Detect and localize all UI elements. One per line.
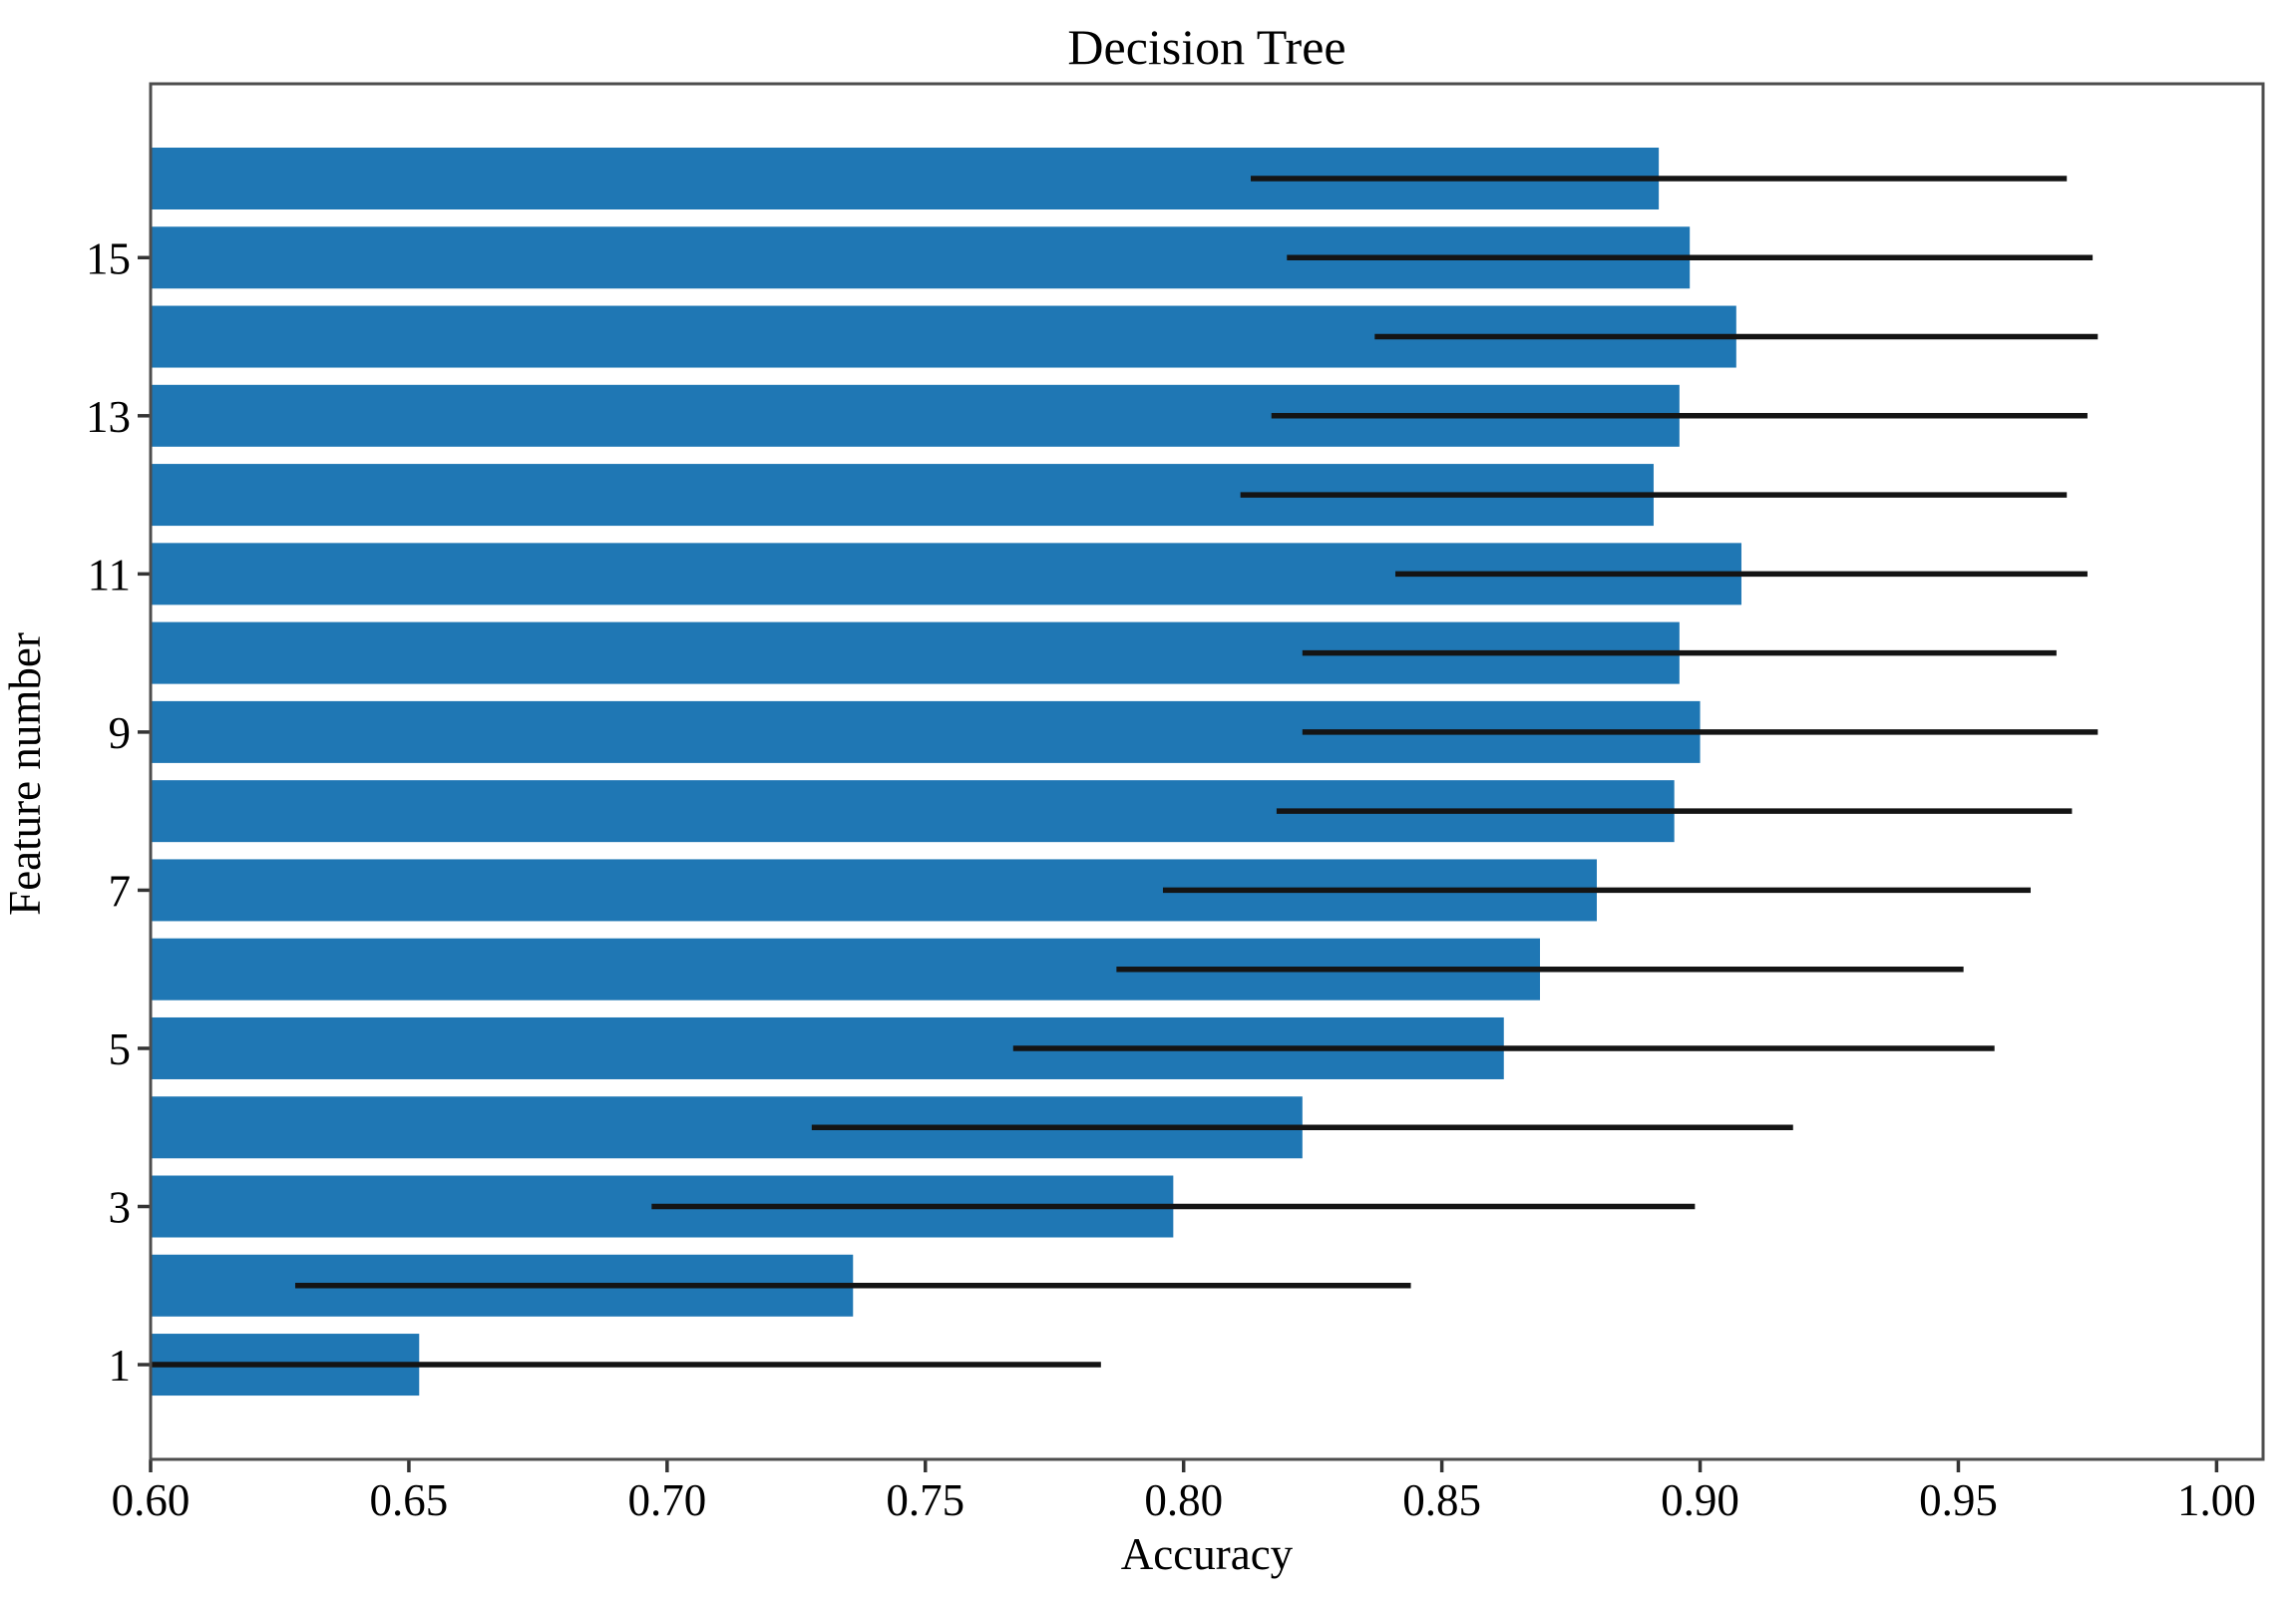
- y-tick-label: 15: [86, 233, 131, 283]
- y-tick-label: 5: [109, 1024, 132, 1074]
- x-tick-label: 0.65: [370, 1475, 449, 1525]
- y-tick-label: 9: [109, 708, 132, 758]
- y-tick-label: 11: [88, 550, 131, 600]
- y-axis-label: Feature number: [0, 632, 50, 916]
- x-tick-label: 0.90: [1661, 1475, 1739, 1525]
- x-tick-label: 0.70: [627, 1475, 706, 1525]
- y-tick-label: 7: [109, 866, 132, 916]
- y-tick-label: 3: [109, 1183, 132, 1233]
- chart-title: Decision Tree: [1067, 19, 1346, 75]
- x-tick-label: 0.60: [112, 1475, 191, 1525]
- plot-border: [149, 82, 2265, 1461]
- y-tick-label: 1: [109, 1341, 132, 1391]
- y-tick-label: 13: [86, 392, 131, 442]
- x-tick-label: 0.85: [1402, 1475, 1481, 1525]
- x-tick-label: 0.75: [886, 1475, 964, 1525]
- x-axis-label: Accuracy: [1120, 1529, 1294, 1579]
- x-tick-label: 0.80: [1144, 1475, 1223, 1525]
- x-tick-label: 0.95: [1919, 1475, 1998, 1525]
- x-tick-label: 1.00: [2177, 1475, 2256, 1525]
